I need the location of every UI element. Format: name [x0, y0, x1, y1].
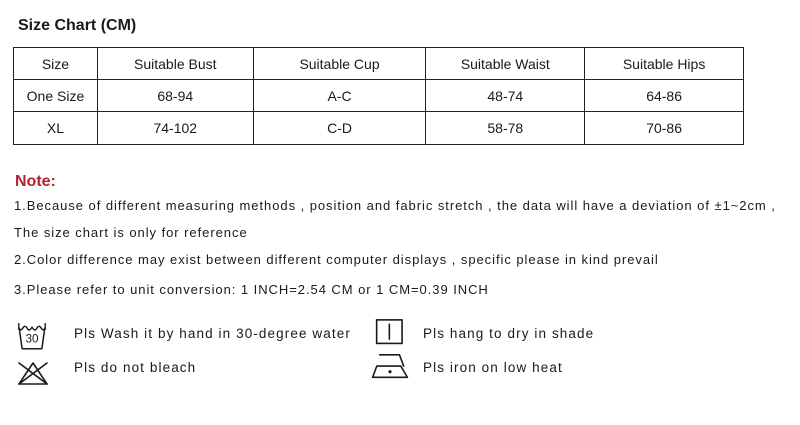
svg-text:30: 30	[25, 333, 39, 346]
